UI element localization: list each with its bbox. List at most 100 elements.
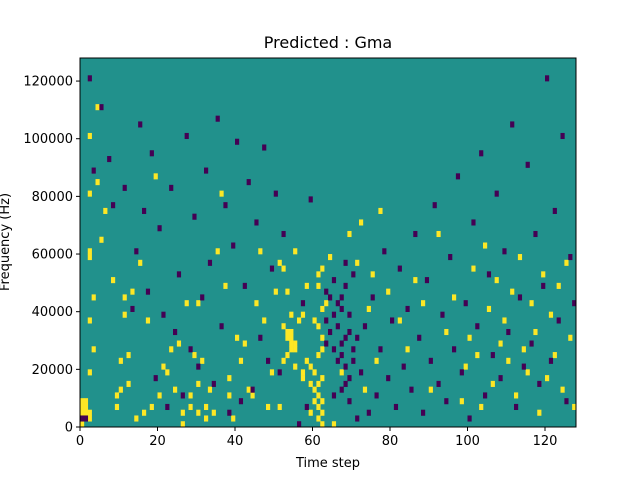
- heatmap-cell-low: [277, 369, 282, 376]
- heatmap-cell-high: [289, 311, 294, 318]
- heatmap-cell-low: [452, 346, 457, 353]
- heatmap-cell-low: [552, 207, 557, 214]
- heatmap-cell-high: [289, 346, 294, 353]
- y-tick-label: 60000: [32, 248, 73, 263]
- heatmap-cell-high: [300, 375, 306, 382]
- heatmap-cell-high: [165, 369, 170, 376]
- heatmap-cell-low: [308, 196, 313, 203]
- heatmap-cell-high: [235, 334, 240, 341]
- heatmap-cell-low: [328, 294, 333, 301]
- heatmap-cell-high: [118, 386, 123, 393]
- heatmap-cell-high: [83, 409, 89, 416]
- heatmap-cell-high: [428, 386, 433, 393]
- heatmap-cell-high: [490, 380, 495, 387]
- heatmap-cell-high: [157, 392, 162, 399]
- heatmap-cell-high: [560, 386, 565, 393]
- heatmap-cell-low: [370, 294, 375, 301]
- heatmap-cell-high: [304, 282, 309, 289]
- heatmap-cell-high: [87, 369, 92, 376]
- heatmap-cell-high: [207, 386, 213, 393]
- heatmap-cell-high: [397, 317, 402, 324]
- heatmap-cell-high: [87, 254, 92, 261]
- heatmap-cell-high: [134, 415, 139, 422]
- heatmap-cell-high: [324, 300, 329, 307]
- heatmap-cell-high: [293, 346, 298, 353]
- heatmap-cell-low: [347, 328, 352, 336]
- heatmap-cell-high: [246, 386, 251, 393]
- heatmap-cell-high: [463, 363, 468, 370]
- heatmap-cell-low: [331, 392, 337, 399]
- heatmap-cell-low: [351, 357, 356, 364]
- plot-frame: [79, 57, 577, 428]
- heatmap-cell-low: [300, 300, 306, 307]
- heatmap-cell-high: [204, 415, 209, 422]
- heatmap-cell-low: [347, 398, 352, 405]
- heatmap-cell-high: [87, 190, 92, 197]
- heatmap-cell-high: [320, 398, 325, 405]
- heatmap-cell-high: [355, 259, 360, 266]
- heatmap-cell-high: [122, 311, 127, 318]
- heatmap-cell-low: [134, 248, 139, 255]
- heatmap-cell-high: [258, 248, 263, 255]
- heatmap-cell-low: [463, 300, 468, 307]
- heatmap-cell-low: [397, 265, 402, 272]
- heatmap-cell-low: [428, 357, 433, 364]
- heatmap-cell-low: [467, 415, 472, 422]
- heatmap-cell-high: [87, 415, 92, 422]
- heatmap-cell-high: [320, 421, 325, 428]
- heatmap-cell-high: [436, 230, 441, 238]
- heatmap-cell-low: [521, 363, 526, 370]
- heatmap-cell-high: [471, 265, 476, 272]
- heatmap-cell-low: [200, 294, 205, 301]
- x-tick-label: 80: [382, 434, 399, 449]
- x-tick-label: 0: [76, 434, 84, 449]
- heatmap-cell-low: [343, 259, 348, 266]
- heatmap-cell-low: [204, 167, 209, 174]
- heatmap-cell-high: [211, 409, 216, 416]
- heatmap-cell-low: [502, 248, 507, 255]
- heatmap-cell-low: [339, 305, 344, 312]
- heatmap-cell-low: [409, 386, 414, 393]
- heatmap-cell-high: [153, 173, 158, 180]
- heatmap-cell-high: [196, 300, 201, 307]
- heatmap-cell-high: [80, 409, 85, 416]
- heatmap-cell-low: [176, 271, 182, 278]
- heatmap-cell-high: [320, 334, 325, 341]
- heatmap-background: [80, 58, 576, 427]
- y-tick-label: 0: [65, 421, 73, 436]
- heatmap-cell-low: [254, 219, 259, 226]
- heatmap-cell-low: [83, 415, 89, 422]
- y-axis-label: Frequency (Hz): [0, 193, 13, 291]
- heatmap-cell-high: [308, 409, 313, 416]
- heatmap-cell-low: [331, 311, 337, 318]
- heatmap-cell-high: [289, 334, 294, 341]
- heatmap-cell-low: [331, 346, 337, 353]
- heatmap-cell-high: [316, 282, 321, 289]
- heatmap-cell-low: [405, 305, 410, 312]
- heatmap-cell-high: [386, 288, 391, 295]
- x-axis-label: Time step: [295, 456, 360, 471]
- heatmap-cell-low: [572, 300, 577, 307]
- heatmap-cell-high: [525, 369, 530, 376]
- heatmap-cell-low: [242, 282, 247, 289]
- y-tick-label: 100000: [23, 132, 73, 147]
- heatmap-cell-high: [91, 294, 96, 301]
- heatmap-cell-high: [300, 311, 306, 318]
- heatmap-cell-low: [335, 357, 340, 364]
- heatmap-cell-high: [521, 346, 526, 353]
- heatmap-cell-low: [355, 415, 360, 422]
- heatmap-cell-low: [80, 415, 85, 422]
- y-axis-ticks: 0 20000 40000 60000 80000 100000 120000: [23, 75, 80, 436]
- heatmap-cell-high: [80, 398, 85, 405]
- heatmap-cell-high: [479, 403, 484, 411]
- heatmap-cell-low: [192, 213, 197, 220]
- heatmap-cell-high: [320, 375, 325, 382]
- heatmap-cell-low: [343, 282, 348, 289]
- heatmap-cell-high: [320, 305, 325, 312]
- heatmap-cell-low: [548, 357, 554, 364]
- heatmap-cell-low: [87, 75, 92, 82]
- heatmap-cell-high: [293, 248, 298, 255]
- heatmap-cell-high: [285, 352, 290, 359]
- heatmap-cell-low: [138, 121, 143, 128]
